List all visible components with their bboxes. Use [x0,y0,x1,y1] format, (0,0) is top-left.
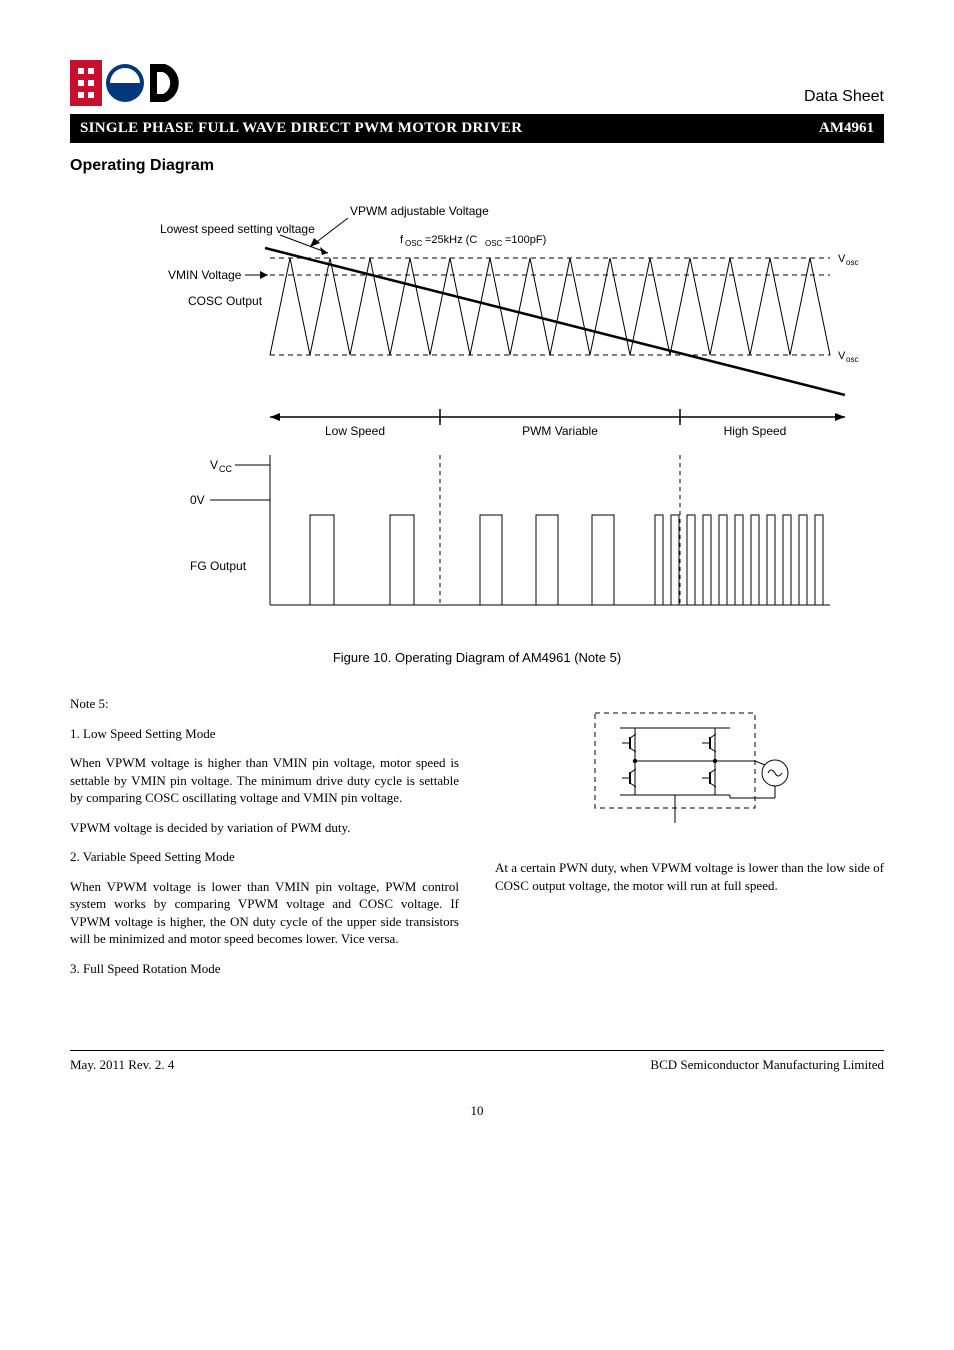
mode3-text: At a certain PWN duty, when VPWM voltage… [495,859,884,894]
footer-company: BCD Semiconductor Manufacturing Limited [650,1057,884,1073]
svg-text:Low Speed: Low Speed [325,424,385,438]
svg-text:f: f [400,234,404,246]
mode1-text: When VPWM voltage is higher than VMIN pi… [70,754,459,807]
notes-section: Note 5: 1. Low Speed Setting Mode When V… [70,695,884,990]
operating-diagram-figure: VPWM adjustable Voltage Lowest speed sett… [70,185,884,630]
svg-text:VPWM adjustable Voltage: VPWM adjustable Voltage [350,204,489,218]
mode3-header: 3. Full Speed Rotation Mode [70,960,459,978]
svg-text:FG Output: FG Output [190,559,247,573]
svg-text:PWM Variable: PWM Variable [522,424,598,438]
svg-text:OSC: OSC [485,239,503,248]
page-number: 10 [70,1103,884,1119]
doc-title: SINGLE PHASE FULL WAVE DIRECT PWM MOTOR … [80,120,522,137]
part-number: AM4961 [819,120,874,137]
svg-text:V: V [838,253,846,265]
brand-logo [70,60,190,106]
svg-text:V: V [838,350,846,362]
svg-text:COSC Output: COSC Output [188,294,263,308]
svg-text:=100pF): =100pF) [505,234,546,246]
page-footer: May. 2011 Rev. 2. 4 BCD Semiconductor Ma… [70,1057,884,1073]
svg-text:CC: CC [219,464,232,474]
footer-separator [70,1050,884,1051]
notes-column-right: At a certain PWN duty, when VPWM voltage… [495,695,884,990]
figure-caption: Figure 10. Operating Diagram of AM4961 (… [70,650,884,665]
footer-date-rev: May. 2011 Rev. 2. 4 [70,1057,174,1073]
data-sheet-label: Data Sheet [804,88,884,106]
mode1-header: 1. Low Speed Setting Mode [70,725,459,743]
svg-text:=25kHz (C: =25kHz (C [425,234,477,246]
svg-text:osc: osc [846,355,858,364]
mode1-text2: VPWM voltage is decided by variation of … [70,819,459,837]
svg-text:OSC: OSC [405,239,423,248]
mode2-text: When VPWM voltage is lower than VMIN pin… [70,878,459,948]
svg-text:V: V [210,458,218,472]
note-header: Note 5: [70,695,459,713]
svg-text:osc: osc [846,258,858,267]
hbridge-circuit-diagram [495,703,884,843]
header-row: Data Sheet [70,60,884,106]
title-bar: SINGLE PHASE FULL WAVE DIRECT PWM MOTOR … [70,114,884,143]
section-title: Operating Diagram [70,157,884,175]
svg-text:VMIN Voltage: VMIN Voltage [168,268,242,282]
notes-column-left: Note 5: 1. Low Speed Setting Mode When V… [70,695,459,990]
svg-text:Lowest speed setting voltage: Lowest speed setting voltage [160,222,315,236]
svg-text:High Speed: High Speed [724,424,787,438]
svg-text:0V: 0V [190,493,205,507]
mode2-header: 2. Variable Speed Setting Mode [70,848,459,866]
